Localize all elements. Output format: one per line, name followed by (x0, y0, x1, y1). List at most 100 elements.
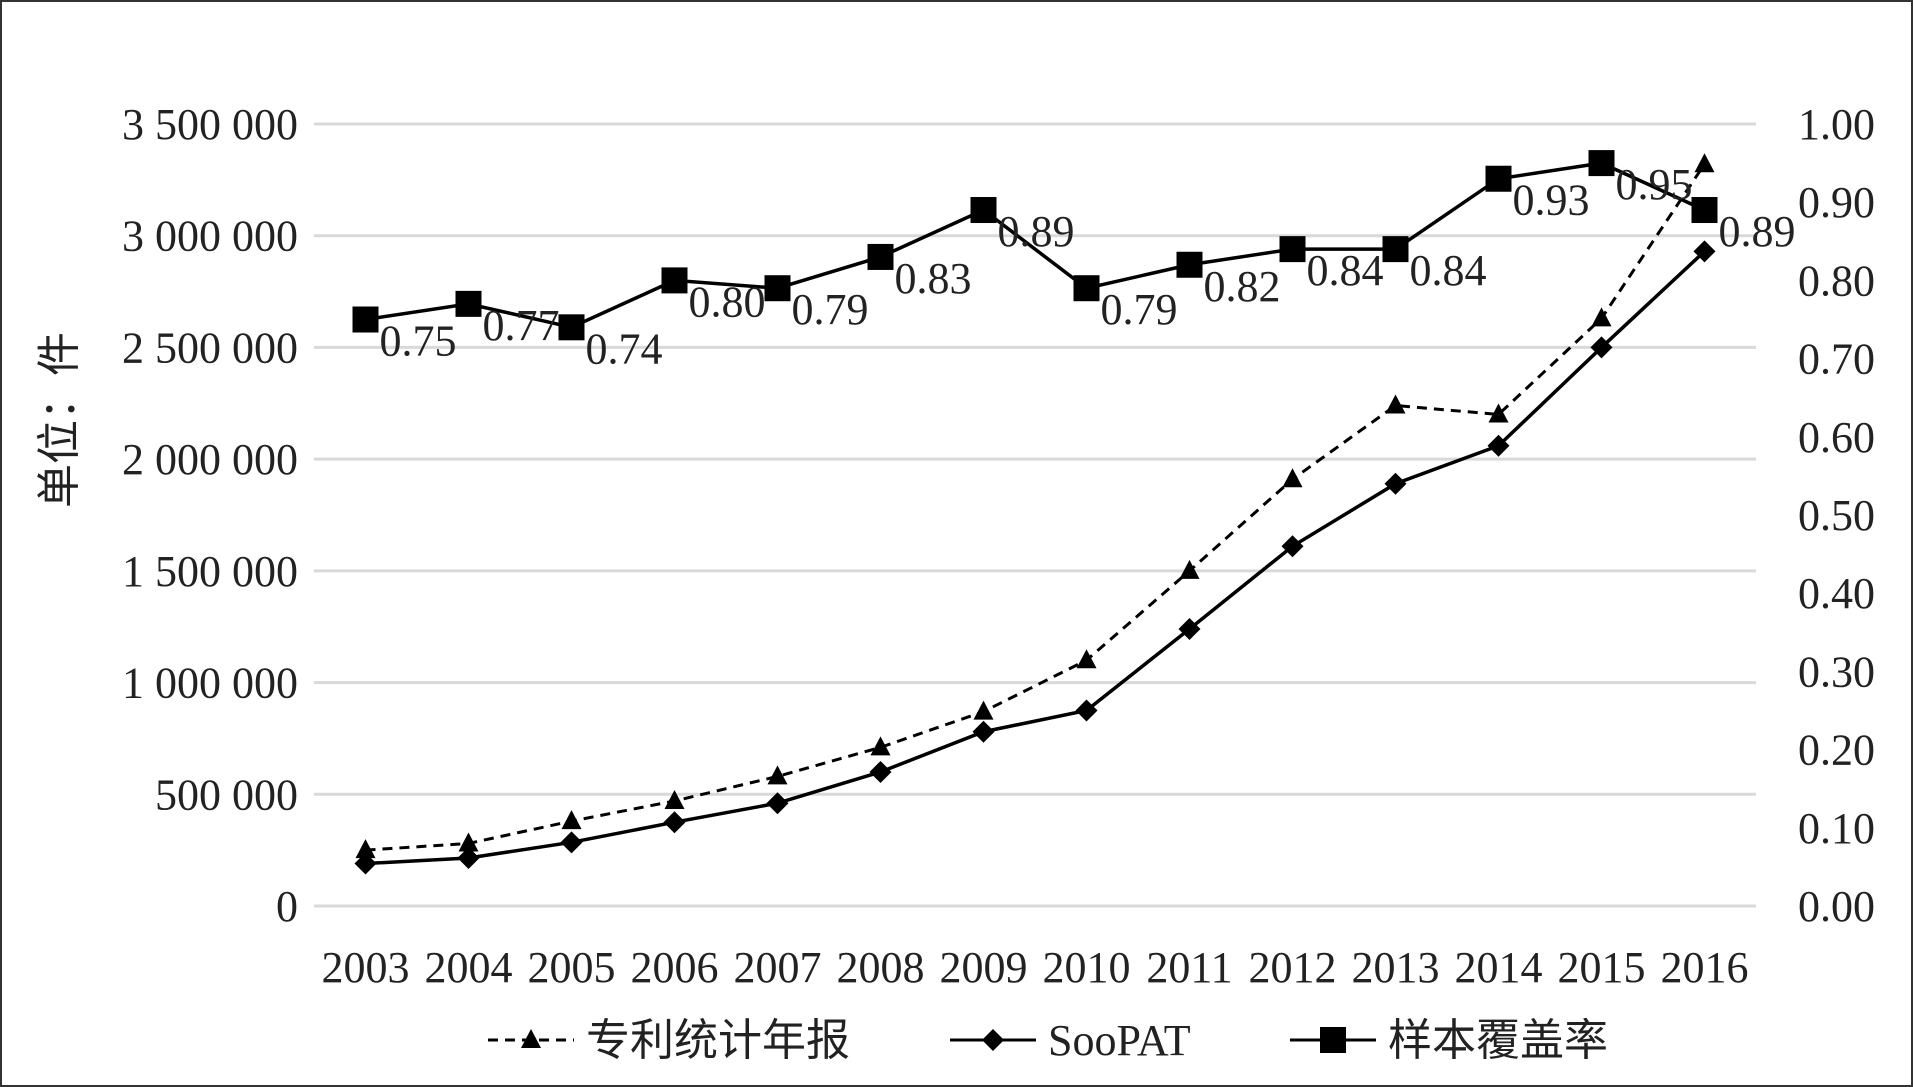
data-point-0 (870, 736, 891, 756)
data-point-1 (1590, 336, 1613, 359)
data-point-2 (352, 306, 379, 333)
legend-label: SooPAT (1048, 1016, 1191, 1065)
data-label: 0.79 (792, 285, 869, 334)
x-tick-label: 2014 (1455, 943, 1543, 992)
right-tick-label: 0.50 (1798, 491, 1875, 540)
right-y-axis: 0.00 0.10 0.20 0.30 0.40 0.50 0.60 0.70 0.80 0.90… (1798, 100, 1875, 931)
data-point-2 (1485, 165, 1512, 192)
data-point-1 (766, 792, 789, 815)
data-point-1 (457, 846, 480, 869)
data-label: 0.80 (689, 277, 766, 326)
data-label: 0.93 (1513, 176, 1590, 225)
data-point-0 (767, 765, 788, 785)
left-tick-label: 3 000 000 (122, 212, 298, 261)
x-tick-label: 2015 (1558, 943, 1646, 992)
data-label: 0.82 (1204, 262, 1281, 311)
data-point-1 (1075, 699, 1098, 722)
left-tick-label: 1 500 000 (122, 547, 298, 596)
left-tick-label: 3 500 000 (122, 100, 298, 149)
data-point-0 (561, 810, 582, 830)
data-label: 0.89 (1719, 207, 1796, 256)
x-tick-label: 2016 (1661, 943, 1749, 992)
x-tick-label: 2003 (322, 943, 410, 992)
data-point-0 (355, 839, 376, 859)
data-point-0 (1076, 649, 1097, 669)
series-line-0 (365, 163, 1706, 852)
data-label: 0.95 (1616, 160, 1693, 209)
data-point-1 (663, 811, 686, 834)
data-point-0 (1591, 307, 1612, 327)
right-tick-label: 0.00 (1798, 882, 1875, 931)
data-point-1 (1487, 434, 1510, 457)
data-labels: 0.75 0.77 0.74 0.80 0.79 0.83 0.89 0.79 0.82 0.84… (380, 160, 1796, 373)
data-point-2 (867, 243, 894, 270)
x-axis: 2003 2004 2005 2006 2007 2008 2009 2010 2011 2012… (322, 943, 1749, 992)
data-label: 0.75 (380, 317, 457, 366)
data-point-1 (972, 720, 995, 743)
x-tick-label: 2007 (734, 943, 822, 992)
left-tick-label: 500 000 (155, 770, 298, 819)
series-line-1 (365, 250, 1706, 866)
data-point-2 (1691, 197, 1718, 224)
grid-lines (314, 122, 1756, 908)
left-tick-label: 1 000 000 (122, 659, 298, 708)
x-tick-label: 2006 (631, 943, 719, 992)
left-tick-label: 2 000 000 (122, 435, 298, 484)
right-tick-label: 0.10 (1798, 804, 1875, 853)
legend: 专利统计年报 SooPAT 样本覆盖率 (488, 1016, 1608, 1065)
right-tick-label: 0.80 (1798, 256, 1875, 305)
x-tick-label: 2012 (1249, 943, 1337, 992)
data-point-1 (1693, 240, 1716, 263)
data-label: 0.89 (998, 207, 1075, 256)
right-tick-label: 0.70 (1798, 335, 1875, 384)
data-point-2 (1073, 275, 1100, 302)
data-point-2 (1588, 150, 1615, 177)
right-tick-label: 0.40 (1798, 569, 1875, 618)
data-point-0 (1179, 559, 1200, 579)
data-point-2 (661, 267, 688, 294)
right-tick-label: 1.00 (1798, 100, 1875, 149)
right-tick-label: 0.60 (1798, 413, 1875, 462)
left-y-axis: 0 500 000 1 000 000 1 500 000 2 000 000 2 500… (122, 100, 298, 931)
data-point-2 (764, 275, 791, 302)
right-tick-label: 0.20 (1798, 726, 1875, 775)
data-point-1 (560, 831, 583, 854)
x-tick-label: 2009 (940, 943, 1028, 992)
y-axis-label: 单位：件 (35, 332, 84, 508)
series-group (352, 150, 1718, 875)
data-point-0 (1488, 403, 1509, 423)
x-tick-label: 2011 (1146, 943, 1232, 992)
data-point-2 (455, 290, 482, 317)
data-point-1 (1281, 535, 1304, 558)
left-tick-label: 0 (276, 882, 298, 931)
x-tick-label: 2008 (837, 943, 925, 992)
data-point-0 (458, 832, 479, 852)
data-point-0 (1694, 153, 1715, 173)
data-label: 0.83 (895, 254, 972, 303)
x-tick-label: 2013 (1352, 943, 1440, 992)
data-point-1 (1178, 617, 1201, 640)
data-point-2 (1279, 236, 1306, 263)
legend-label: 样本覆盖率 (1388, 1016, 1608, 1065)
data-point-0 (664, 789, 685, 809)
data-point-2 (1382, 236, 1409, 263)
legend-marker (1320, 1027, 1346, 1053)
data-label: 0.84 (1307, 246, 1384, 295)
data-label: 0.84 (1410, 246, 1487, 295)
data-point-2 (970, 197, 997, 224)
right-tick-label: 0.90 (1798, 178, 1875, 227)
x-tick-label: 2010 (1043, 943, 1131, 992)
x-tick-label: 2004 (425, 943, 513, 992)
data-point-0 (973, 700, 994, 720)
left-tick-label: 2 500 000 (122, 323, 298, 372)
data-label: 0.74 (586, 324, 663, 373)
data-point-0 (1282, 468, 1303, 488)
data-point-1 (1384, 472, 1407, 495)
data-point-1 (869, 760, 892, 783)
data-point-2 (558, 314, 585, 341)
data-label: 0.77 (483, 301, 560, 350)
legend-marker (521, 1029, 541, 1048)
x-tick-label: 2005 (528, 943, 616, 992)
data-point-1 (354, 852, 377, 875)
